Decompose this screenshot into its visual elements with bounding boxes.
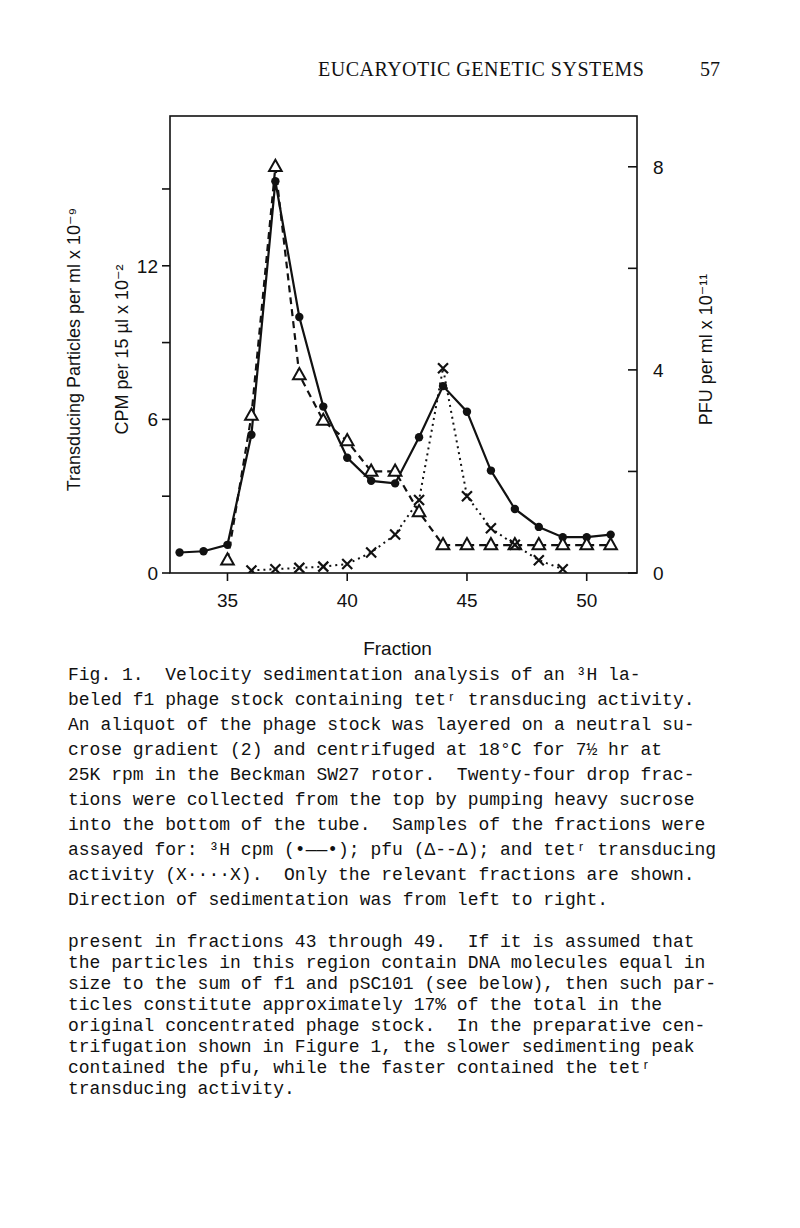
point	[269, 160, 282, 171]
point	[389, 464, 402, 475]
y-tick-label: 0	[147, 563, 158, 584]
y-tick	[162, 419, 170, 421]
y2-minor-tick	[628, 268, 637, 270]
point	[463, 408, 471, 416]
body-line: trifugation shown in Figure 1, the slowe…	[68, 1037, 695, 1057]
point	[487, 466, 495, 474]
y2-axis-label: PFU per ml x 10⁻¹¹	[696, 274, 716, 426]
point	[317, 414, 330, 425]
point	[485, 538, 498, 549]
caption-line: into the bottom of the tube. Samples of …	[68, 815, 705, 835]
caption-line: assayed for: ³H cpm (•——•); pfu (Δ--Δ); …	[68, 840, 716, 860]
point	[438, 363, 448, 373]
caption-line: crose gradient (2) and centrifuged at 18…	[68, 740, 662, 760]
y-axis-label: Transducing Particles per ml x 10⁻⁹	[64, 208, 84, 492]
point	[318, 562, 328, 572]
background	[0, 0, 800, 1228]
y-tick	[162, 572, 170, 574]
y-axis-label: CPM per 15 µl x 10⁻²	[112, 265, 132, 435]
point	[511, 505, 519, 513]
plot-area	[175, 160, 617, 573]
point	[580, 538, 593, 549]
point	[245, 409, 258, 420]
body-line: ticles constitute approximately 17% of t…	[68, 995, 662, 1015]
point	[510, 540, 520, 550]
point	[415, 433, 423, 441]
body-line: present in fractions 43 through 49. If i…	[68, 932, 695, 952]
y-minor-tick	[162, 495, 170, 497]
point	[534, 555, 544, 565]
point	[390, 530, 400, 540]
caption-line: tions were collected from the top by pum…	[68, 790, 695, 810]
point	[221, 553, 234, 564]
point	[341, 434, 354, 445]
point	[270, 564, 280, 573]
y2-tick-label: 0	[653, 563, 664, 584]
page: EUCARYOTIC GENETIC SYSTEMS 57 0 6 12 0 4 8 35 40 4…	[0, 0, 800, 1228]
x-tick-label: 45	[456, 590, 477, 611]
page-number: 57	[700, 58, 720, 80]
point	[535, 523, 543, 531]
point	[437, 538, 450, 549]
point	[246, 565, 256, 573]
x-tick	[346, 573, 348, 581]
y-minor-tick	[162, 342, 170, 344]
y2-tick	[628, 572, 637, 574]
point	[558, 564, 568, 573]
caption-line: 25K rpm in the Beckman SW27 rotor. Twent…	[68, 765, 695, 785]
x-tick	[466, 573, 468, 581]
x-axis-label: Fraction	[363, 638, 432, 659]
series-line	[251, 368, 562, 570]
point	[365, 464, 378, 475]
caption-line: An aliquot of the phage stock was layere…	[68, 715, 695, 735]
point	[533, 538, 546, 549]
body-line: the particles in this region contain DNA…	[68, 953, 705, 973]
x-tick	[227, 573, 229, 581]
x-tick-label: 40	[337, 590, 358, 611]
y-tick-label: 6	[147, 409, 158, 430]
y2-tick	[628, 166, 637, 168]
point	[293, 368, 306, 379]
chart: 0 6 12 0 4 8 35 40 45 50 Fraction Transducing Parti…	[64, 116, 716, 659]
caption-line: Direction of sedimentation was from left…	[68, 890, 608, 910]
body-line: contained the pfu, while the faster cont…	[68, 1058, 651, 1078]
point	[556, 538, 569, 549]
point	[366, 548, 376, 558]
point	[295, 313, 303, 321]
body-line: size to the sum of f1 and pSC101 (see be…	[68, 974, 716, 994]
series-line	[227, 167, 610, 561]
point	[342, 559, 352, 569]
point	[391, 479, 399, 487]
y2-tick-label: 4	[653, 360, 664, 381]
y-tick	[162, 265, 170, 267]
y2-tick	[628, 369, 637, 371]
caption-line: activity (X····X). Only the relevant fra…	[68, 865, 695, 885]
point	[509, 538, 522, 549]
plot-frame	[170, 116, 637, 573]
x-tick-label: 35	[217, 590, 238, 611]
point	[319, 402, 327, 410]
point	[486, 523, 496, 533]
point	[343, 454, 351, 462]
point	[604, 538, 617, 549]
y-tick-label: 12	[137, 256, 158, 277]
point	[462, 491, 472, 501]
body-line: transducing activity.	[68, 1079, 295, 1099]
caption-line: beled f1 phage stock containing tetʳ tra…	[68, 690, 695, 710]
y-minor-tick	[162, 188, 170, 190]
point	[175, 548, 183, 556]
y2-minor-tick	[628, 471, 637, 473]
point	[294, 563, 304, 573]
x-tick-label: 50	[576, 590, 597, 611]
point	[461, 538, 474, 549]
point	[414, 495, 424, 505]
series-line	[180, 181, 611, 552]
point	[199, 547, 207, 555]
body-line: original concentrated phage stock. In th…	[68, 1016, 705, 1036]
caption-line: Fig. 1. Velocity sedimentation analysis …	[68, 665, 641, 685]
point	[367, 477, 375, 485]
running-head: EUCARYOTIC GENETIC SYSTEMS	[318, 58, 644, 80]
y2-tick-label: 8	[653, 157, 664, 178]
x-tick	[586, 573, 588, 581]
